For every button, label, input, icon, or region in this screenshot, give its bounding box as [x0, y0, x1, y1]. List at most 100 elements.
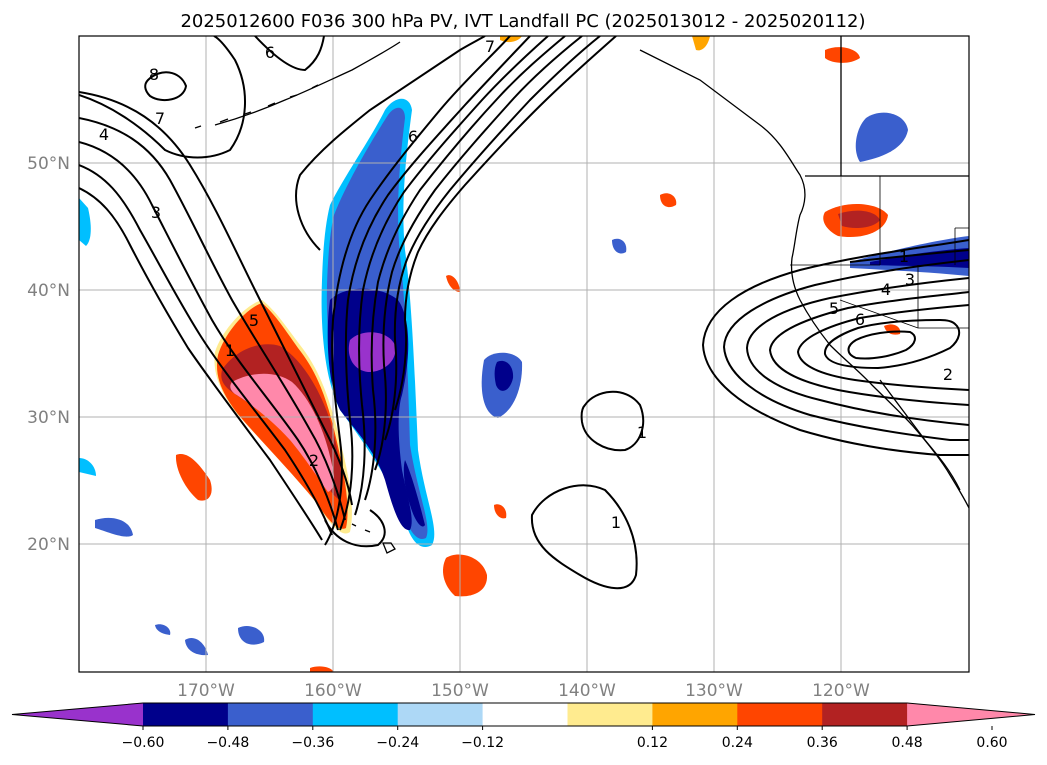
contour-east-7: [847, 330, 916, 360]
contour-label: 5: [249, 311, 259, 330]
colorbar-segment: [397, 703, 484, 726]
contour-label: 6: [855, 310, 865, 329]
positive-patch-7: [494, 504, 507, 519]
contour-trough-4: [354, 36, 549, 516]
contour-east-6: [824, 318, 961, 370]
alaska-islands: [194, 84, 319, 129]
contour-trough-1: [295, 36, 486, 251]
contour-1-a: [580, 390, 645, 452]
contour-trough-8: [394, 36, 617, 411]
contour-trough-2: [324, 36, 511, 546]
contour-east-2: [722, 259, 969, 441]
colorbar-extend-min: [12, 703, 143, 726]
contour-east-5: [796, 304, 969, 391]
colorbar-label: 0.60: [976, 735, 1007, 751]
negative-patch-2: [855, 112, 908, 162]
contour-6-nw: [254, 36, 325, 72]
negative-patch-10: [79, 458, 96, 476]
contour-label: 1: [899, 247, 909, 266]
negative-patch-4: [612, 238, 627, 254]
map-title: 2025012600 F036 300 hPa PV, IVT Landfall…: [180, 11, 865, 32]
contour-label: 2: [309, 451, 319, 470]
contour-east-3: [745, 277, 969, 426]
lon-label: 150°W: [431, 681, 489, 701]
contour-label: 8: [149, 65, 159, 84]
contour-trough-7: [384, 36, 601, 441]
colorbar-extend-max: [907, 703, 1035, 726]
colorbar-label: 0.48: [892, 735, 923, 751]
contour-west-2: [79, 117, 346, 521]
contour-hawaii-loop: [324, 509, 386, 548]
contour-label: 6: [265, 43, 275, 62]
lon-label: 130°W: [685, 681, 743, 701]
negative-patch-7: [185, 637, 208, 656]
contour-label: 3: [905, 270, 915, 289]
colorbar-segment: [143, 703, 229, 726]
colorbar-label: −0.12: [461, 735, 504, 751]
contour-trough-3: [339, 36, 531, 531]
contour-7-nw: [79, 36, 246, 159]
map-frame: [78, 35, 970, 673]
positive-patch-1: [175, 454, 212, 501]
contour-west-3: [79, 141, 339, 531]
colorbar-segment: [567, 703, 653, 726]
map-area: 8 7 6 4 3 5 1 2 6 7 1 1 1 4 3 5 6 2: [79, 36, 969, 672]
negative-patch-8: [155, 624, 171, 635]
colorbar: −0.60 −0.48 −0.36 −0.24 −0.12 0.12 0.24 0.36 0.4…: [11, 702, 1036, 751]
contour-label: 1: [637, 423, 647, 442]
negative-patch-5: [95, 517, 133, 537]
contour-west-5: [79, 187, 323, 541]
negative-patch-9: [79, 198, 91, 246]
hawaii: [351, 523, 396, 554]
contour-trough-5: [364, 36, 566, 501]
colorbar-label: −0.24: [376, 735, 419, 751]
colorbar-label: −0.36: [291, 735, 334, 751]
positive-patch-3-core: [838, 210, 880, 228]
positive-anomaly-core: [230, 373, 335, 492]
lon-label: 120°W: [812, 681, 870, 701]
colorbar-label: −0.60: [122, 735, 165, 751]
contour-label: 4: [881, 280, 891, 299]
colorbar-segment: [652, 703, 738, 726]
contour-west-4: [79, 164, 333, 536]
colorbar-label: 0.24: [722, 735, 753, 751]
contour-label: 3: [151, 203, 161, 222]
colorbar-segment: [822, 703, 908, 726]
positive-patch-5: [660, 193, 677, 208]
contour-label: 7: [155, 109, 165, 128]
contour-east-north: [849, 249, 969, 263]
colorbar-label: −0.48: [206, 735, 249, 751]
colorbar-segment: [737, 703, 823, 726]
contour-label: 5: [829, 299, 839, 318]
state-lines: [790, 176, 969, 329]
contour-trough-6: [374, 36, 583, 471]
colorbar-segment: [482, 703, 568, 726]
contour-label: 6: [408, 127, 418, 146]
lon-label: 140°W: [558, 681, 616, 701]
positive-patch-2: [443, 554, 488, 597]
contour-label: 7: [485, 37, 495, 56]
contour-east-1: [701, 239, 969, 457]
lon-label: 160°W: [304, 681, 362, 701]
contour-labels: 8 7 6 4 3 5 1 2 6 7 1 1 1 4 3 5 6 2: [99, 37, 953, 532]
lat-label: 30°N: [27, 408, 70, 428]
contour-8: [144, 71, 188, 102]
lat-label: 50°N: [27, 154, 70, 174]
colorbar-label: 0.36: [807, 735, 838, 751]
colorbar-segment: [312, 703, 399, 726]
positive-patch-11: [310, 666, 334, 672]
colorbar-label: 0.12: [637, 735, 668, 751]
positive-patch-4: [825, 47, 860, 63]
positive-patch-6: [446, 275, 460, 292]
contour-1-b: [530, 484, 638, 590]
positive-patch-8: [692, 36, 710, 51]
colorbar-segment: [227, 703, 314, 726]
coastlines: [194, 36, 969, 554]
contour-label: 2: [943, 365, 953, 384]
longitude-labels: 170°W 160°W 150°W 140°W 130°W 120°W: [177, 681, 870, 701]
lat-label: 20°N: [27, 535, 70, 555]
lon-label: 170°W: [177, 681, 235, 701]
lat-label: 40°N: [27, 281, 70, 301]
negative-anomaly-tail: [403, 460, 425, 527]
